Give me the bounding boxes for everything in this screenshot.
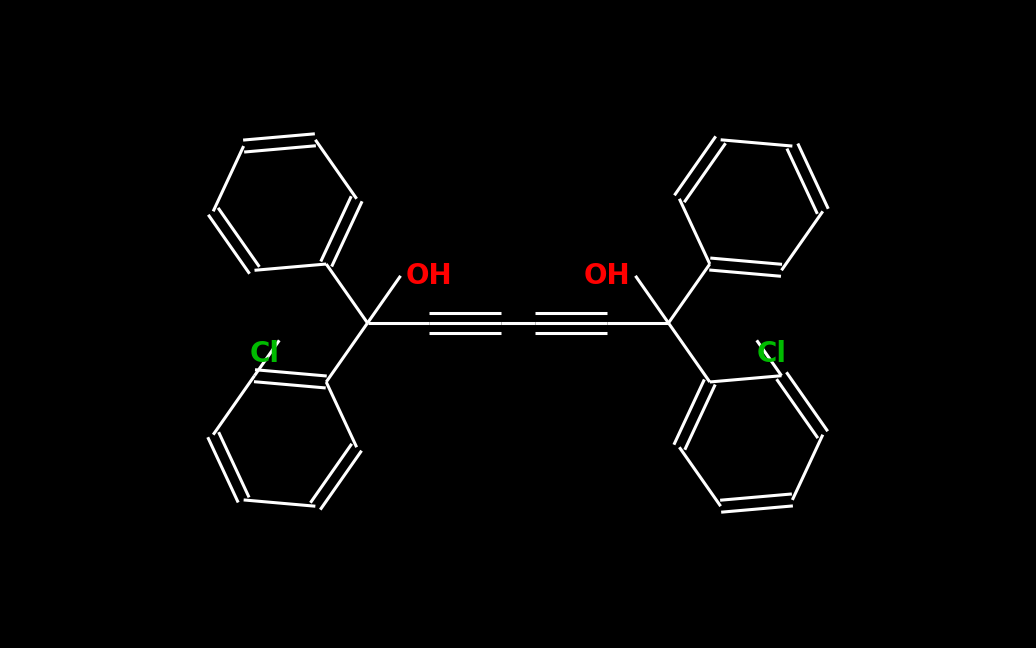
Text: OH: OH: [584, 262, 631, 290]
Text: OH: OH: [405, 262, 452, 290]
Text: Cl: Cl: [756, 340, 786, 368]
Text: Cl: Cl: [250, 340, 280, 368]
